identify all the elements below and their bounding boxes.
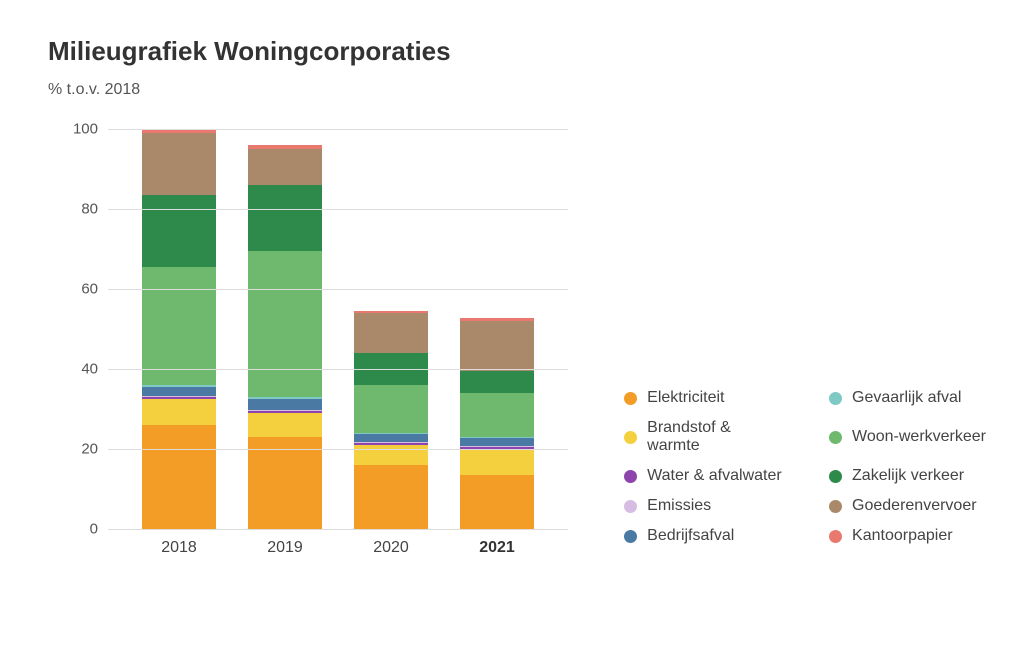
- bar-segment-woon_werkverkeer: [460, 393, 534, 437]
- legend-swatch: [829, 500, 842, 513]
- x-tick-label: 2021: [460, 539, 534, 557]
- bar-segment-woon_werkverkeer: [248, 251, 322, 397]
- x-tick-label: 2020: [354, 539, 428, 557]
- legend-item-bedrijfsafval: Bedrijfsafval: [624, 527, 785, 545]
- chart-row: 2018201920202021 020406080100 Elektricit…: [48, 129, 986, 589]
- y-tick-label: 40: [48, 361, 98, 378]
- x-tick-label: 2019: [248, 539, 322, 557]
- bar-segment-elektriciteit: [248, 437, 322, 529]
- plot-region: [108, 129, 568, 529]
- legend-swatch: [624, 500, 637, 513]
- x-axis-labels: 2018 2019 2020 2021: [108, 539, 568, 557]
- bar-column: [460, 318, 534, 529]
- legend-label: Emissies: [647, 497, 711, 515]
- bar-segment-elektriciteit: [142, 425, 216, 529]
- gridline: [108, 209, 568, 210]
- bar-segment-brandstof_warmte: [142, 399, 216, 425]
- legend-label: Bedrijfsafval: [647, 527, 734, 545]
- bar-segment-brandstof_warmte: [460, 449, 534, 475]
- legend-item-woon_werkverkeer: Woon-werkverkeer: [829, 419, 986, 455]
- bar-segment-goederenvervoer: [460, 321, 534, 371]
- legend-swatch: [829, 431, 842, 444]
- legend-label: Goederenvervoer: [852, 497, 977, 515]
- chart-container: Milieugrafiek Woningcorporaties % t.o.v.…: [0, 0, 1024, 652]
- bar-segment-goederenvervoer: [354, 313, 428, 353]
- legend-swatch: [624, 392, 637, 405]
- bar-column: [354, 311, 428, 529]
- legend: Elektriciteit Gevaarlijk afval Brandstof &…: [624, 389, 986, 545]
- legend-swatch: [624, 530, 637, 543]
- bar-segment-bedrijfsafval: [460, 438, 534, 446]
- bar-segment-zakelijk_verkeer: [142, 195, 216, 267]
- bar-segment-goederenvervoer: [248, 149, 322, 185]
- gridline: [108, 129, 568, 130]
- legend-item-zakelijk_verkeer: Zakelijk verkeer: [829, 467, 986, 485]
- legend-label: Gevaarlijk afval: [852, 389, 961, 407]
- legend-label: Woon-werkverkeer: [852, 428, 986, 446]
- legend-swatch: [624, 470, 637, 483]
- chart-area: 2018201920202021 020406080100: [48, 129, 584, 589]
- gridline: [108, 529, 568, 530]
- bar-segment-bedrijfsafval: [354, 434, 428, 442]
- legend-swatch: [829, 470, 842, 483]
- bar-segment-bedrijfsafval: [142, 387, 216, 396]
- legend-item-goederenvervoer: Goederenvervoer: [829, 497, 986, 515]
- bar-segment-zakelijk_verkeer: [460, 371, 534, 393]
- legend-item-brandstof_warmte: Brandstof & warmte: [624, 419, 785, 455]
- bar-segment-zakelijk_verkeer: [248, 185, 322, 251]
- y-tick-label: 0: [48, 521, 98, 538]
- bar-segment-brandstof_warmte: [248, 413, 322, 437]
- gridline: [108, 449, 568, 450]
- legend-label: Elektriciteit: [647, 389, 724, 407]
- chart-subtitle: % t.o.v. 2018: [48, 81, 986, 99]
- legend-item-elektriciteit: Elektriciteit: [624, 389, 785, 407]
- legend-label: Kantoorpapier: [852, 527, 953, 545]
- bar-segment-elektriciteit: [460, 475, 534, 529]
- bar-segment-woon_werkverkeer: [142, 267, 216, 385]
- y-tick-label: 60: [48, 281, 98, 298]
- legend-item-kantoorpapier: Kantoorpapier: [829, 527, 986, 545]
- legend-swatch: [829, 392, 842, 405]
- y-tick-label: 80: [48, 201, 98, 218]
- bar-segment-elektriciteit: [354, 465, 428, 529]
- gridline: [108, 369, 568, 370]
- legend-label: Water & afvalwater: [647, 467, 782, 485]
- bar-segment-woon_werkverkeer: [354, 385, 428, 433]
- y-tick-label: 100: [48, 121, 98, 138]
- legend-label: Zakelijk verkeer: [852, 467, 964, 485]
- legend-item-water_afvalwater: Water & afvalwater: [624, 467, 785, 485]
- legend-swatch: [624, 431, 637, 444]
- bar-segment-goederenvervoer: [142, 133, 216, 195]
- bar-segment-brandstof_warmte: [354, 445, 428, 465]
- bars-group: [108, 129, 568, 529]
- gridline: [108, 289, 568, 290]
- bar-column: [248, 145, 322, 529]
- legend-swatch: [829, 530, 842, 543]
- legend-item-gevaarlijk_afval: Gevaarlijk afval: [829, 389, 986, 407]
- bar-column: [142, 129, 216, 529]
- x-tick-label: 2018: [142, 539, 216, 557]
- chart-title: Milieugrafiek Woningcorporaties: [48, 36, 986, 67]
- y-tick-label: 20: [48, 441, 98, 458]
- legend-item-emissies: Emissies: [624, 497, 785, 515]
- bar-segment-bedrijfsafval: [248, 399, 322, 410]
- legend-label: Brandstof & warmte: [647, 419, 785, 455]
